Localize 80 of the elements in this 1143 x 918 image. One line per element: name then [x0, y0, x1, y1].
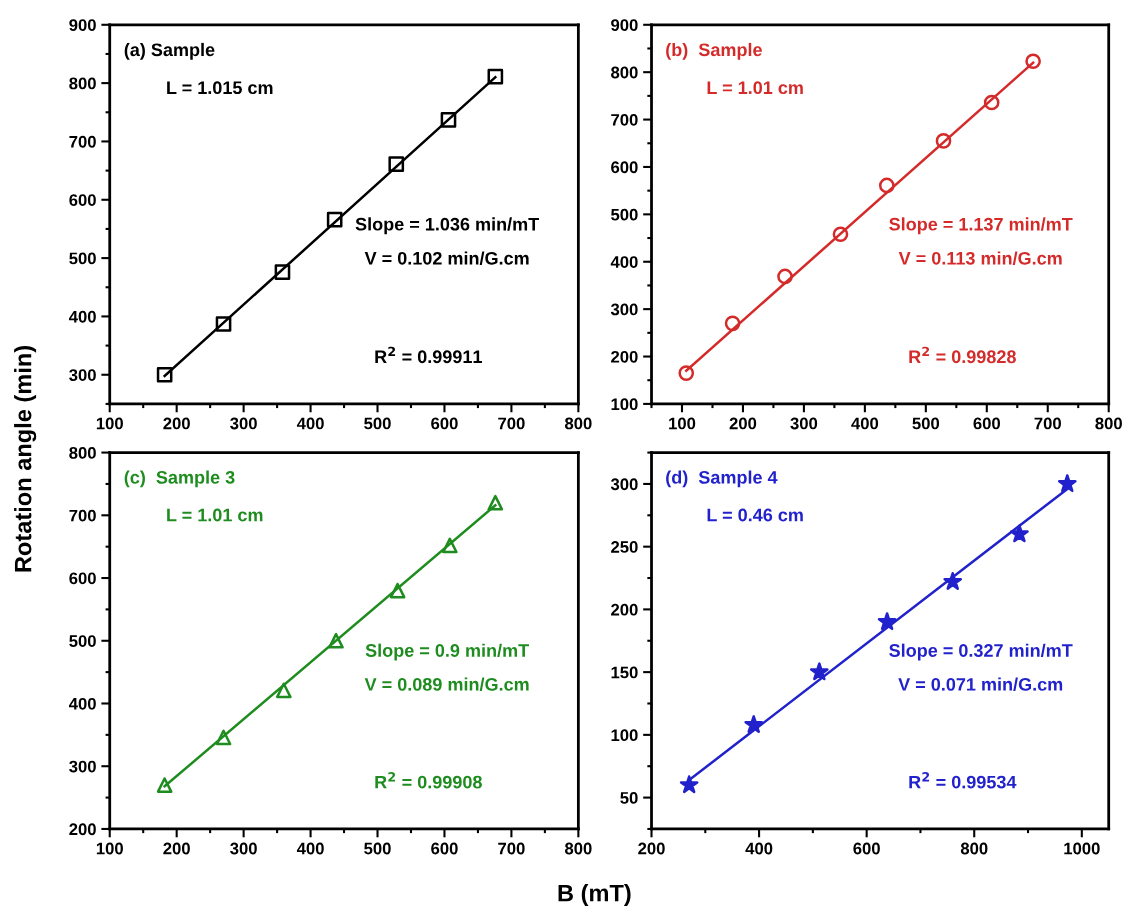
y-tick-label: 900: [69, 19, 96, 31]
y-axis-title: Rotation angle (min): [14, 346, 37, 572]
x-tick-label: 800: [564, 417, 592, 430]
y-tick-label: 400: [68, 697, 96, 710]
y-tick-label: 700: [611, 113, 638, 126]
y-tick-label: 100: [611, 729, 638, 742]
x-tick-label: 500: [912, 417, 940, 430]
y-tick-label: 400: [610, 256, 638, 268]
x-tick-label: 400: [745, 842, 773, 855]
y-tick-label: 50: [620, 791, 638, 804]
x-tick-label: 700: [1034, 417, 1061, 430]
x-axis-title: B (mT): [558, 884, 631, 907]
annotation: Slope = 0.327 min/mT: [889, 643, 1073, 661]
y-tick-label: 600: [69, 194, 96, 206]
annotation: V = 0.071 min/G.cm: [898, 677, 1063, 691]
y-tick-label: 300: [69, 760, 96, 773]
y-tick-label: 800: [69, 446, 96, 459]
annotation: (c) Sample 3: [124, 470, 235, 488]
x-tick-label: 700: [498, 417, 525, 430]
x-tick-label: 300: [790, 417, 818, 430]
annotation: L = 1.01 cm: [707, 81, 803, 95]
x-tick-label: 100: [669, 417, 696, 430]
x-tick-label: 600: [431, 417, 458, 430]
x-tick-label: 600: [853, 842, 880, 855]
annotation: (a) Sample: [124, 42, 215, 60]
x-tick-label: 500: [364, 417, 391, 430]
y-tick-label: 700: [69, 135, 96, 148]
x-tick-label: 200: [163, 842, 190, 855]
y-tick-label: 200: [69, 823, 96, 836]
annotation: (d) Sample 4: [666, 470, 778, 488]
y-tick-label: 500: [611, 208, 638, 221]
annotation: R$^{2}$ = 0.99911: [375, 346, 482, 364]
x-tick-label: 200: [638, 842, 665, 855]
x-tick-label: 100: [96, 417, 123, 430]
y-tick-label: 800: [69, 77, 96, 90]
annotation: R$^{2}$ = 0.99534: [909, 772, 1017, 789]
x-tick-label: 800: [960, 842, 988, 855]
y-tick-label: 200: [611, 350, 638, 363]
x-tick-label: 800: [564, 842, 592, 855]
annotation: Slope = 0.9 min/mT: [365, 643, 529, 661]
annotation: L = 0.46 cm: [707, 508, 803, 522]
annotation: V = 0.102 min/G.cm: [364, 251, 529, 265]
y-tick-label: 200: [611, 603, 638, 616]
x-tick-label: 800: [1095, 417, 1122, 430]
y-tick-label: 700: [69, 509, 96, 522]
annotation: R$^{2}$ = 0.99908: [375, 772, 482, 789]
y-tick-label: 500: [69, 252, 96, 265]
x-tick-label: 600: [973, 417, 1001, 430]
x-tick-label: 400: [296, 842, 324, 855]
annotation: (b) Sample: [666, 42, 762, 60]
annotation: V = 0.089 min/G.cm: [364, 677, 529, 691]
x-tick-label: 100: [96, 842, 123, 855]
y-tick-label: 600: [69, 572, 96, 585]
annotation: Slope = 1.036 min/mT: [355, 217, 540, 235]
annotation: L = 1.015 cm: [167, 81, 273, 95]
x-tick-label: 200: [163, 417, 190, 430]
x-tick-label: 400: [851, 417, 879, 430]
y-tick-label: 100: [611, 398, 638, 411]
x-tick-label: 400: [296, 417, 324, 430]
x-tick-label: 300: [230, 417, 257, 430]
y-tick-label: 900: [611, 19, 638, 31]
y-tick-label: 400: [68, 310, 96, 323]
x-tick-label: 1000: [1064, 842, 1100, 855]
y-tick-label: 300: [610, 303, 638, 316]
y-tick-label: 600: [611, 161, 638, 174]
y-tick-label: 300: [610, 478, 638, 491]
x-tick-label: 500: [364, 842, 391, 855]
y-tick-label: 150: [611, 666, 638, 679]
y-tick-label: 500: [69, 635, 96, 647]
y-tick-label: 800: [611, 66, 638, 79]
annotation: V = 0.113 min/G.cm: [898, 251, 1062, 265]
x-tick-label: 600: [431, 842, 458, 855]
annotation: R$^{2}$ = 0.99828: [909, 346, 1016, 364]
annotation: L = 1.01 cm: [167, 508, 263, 522]
y-tick-label: 300: [69, 369, 96, 381]
annotation: Slope = 1.137 min/mT: [889, 217, 1073, 235]
x-tick-label: 200: [729, 417, 757, 430]
y-tick-label: 250: [611, 541, 638, 553]
x-tick-label: 700: [498, 842, 525, 855]
x-tick-label: 300: [230, 842, 257, 855]
